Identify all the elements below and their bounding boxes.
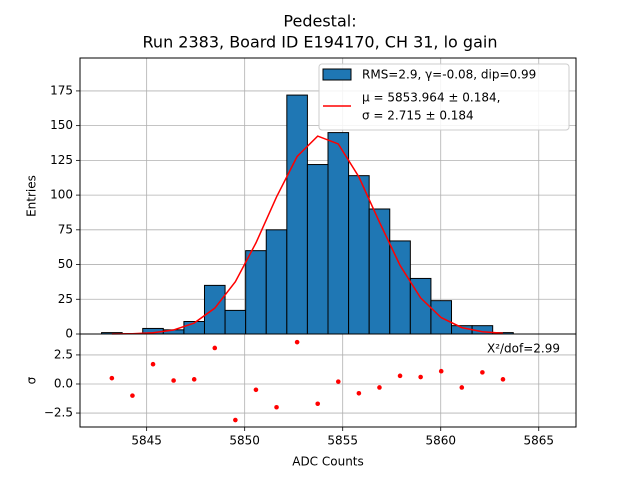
residual-point — [233, 417, 238, 423]
bar — [203, 284, 226, 335]
residual-point — [438, 368, 444, 374]
bar — [389, 240, 411, 335]
bar — [368, 208, 391, 335]
legend-box — [318, 63, 570, 131]
bar — [224, 309, 247, 335]
y-tick-label: 2.5 — [54, 347, 73, 361]
y-tick-label: 75 — [58, 222, 73, 236]
residual-point — [335, 379, 341, 384]
x-tick-label: 5855 — [327, 434, 358, 448]
y-tick-label: 50 — [58, 257, 73, 271]
bar — [306, 164, 329, 335]
y-tick-label: 125 — [50, 153, 73, 167]
residual-point — [418, 374, 423, 380]
x-axis-label: ADC Counts — [292, 455, 364, 469]
y-tick-label: 25 — [58, 292, 73, 306]
x-tick-label: 5860 — [425, 434, 456, 448]
residual-point — [459, 385, 465, 390]
legend-label: μ = 5853.964 ± 0.184, — [362, 91, 500, 105]
x-tick-label: 5865 — [523, 434, 554, 448]
residual-point — [356, 390, 362, 396]
residual-point — [191, 377, 197, 382]
residual-point — [130, 393, 135, 398]
residual-point — [274, 404, 279, 410]
residual-point — [500, 377, 506, 382]
axes-frame — [79, 333, 577, 428]
y-tick-label: 0 — [65, 327, 73, 341]
annotation: Χ²/dof=2.99 — [487, 342, 560, 356]
y-tick-label: −2.5 — [44, 406, 73, 420]
fit-line — [111, 135, 504, 335]
y-axis-label: σ — [25, 376, 39, 384]
chart-title: Pedestal: — [283, 12, 356, 31]
bar — [327, 132, 350, 335]
x-tick-label: 5850 — [229, 434, 260, 448]
y-tick-label: 100 — [50, 188, 73, 202]
residual-point — [480, 370, 485, 375]
residual-point — [212, 345, 218, 351]
residual-point — [171, 378, 176, 383]
residual-point — [150, 361, 156, 367]
legend-swatch — [322, 68, 352, 81]
bar — [245, 250, 267, 335]
bar — [265, 229, 288, 335]
residual-point — [109, 375, 115, 381]
legend-label: RMS=2.9, γ=-0.08, dip=0.99 — [362, 68, 536, 82]
bar — [286, 94, 308, 335]
residual-point — [377, 385, 382, 390]
y-tick-label: 0.0 — [54, 376, 73, 390]
y-tick-label: 150 — [50, 118, 73, 132]
residual-point — [253, 387, 259, 393]
y-axis-label: Entries — [25, 175, 39, 217]
legend-label: σ = 2.715 ± 0.184 — [362, 109, 474, 123]
residual-point — [315, 401, 321, 407]
x-tick-label: 5845 — [131, 434, 162, 448]
chart-title: Run 2383, Board ID E194170, CH 31, lo ga… — [143, 33, 498, 52]
bar — [348, 175, 370, 335]
residual-point — [397, 373, 403, 379]
y-tick-label: 175 — [50, 83, 73, 97]
residual-point — [294, 339, 300, 345]
